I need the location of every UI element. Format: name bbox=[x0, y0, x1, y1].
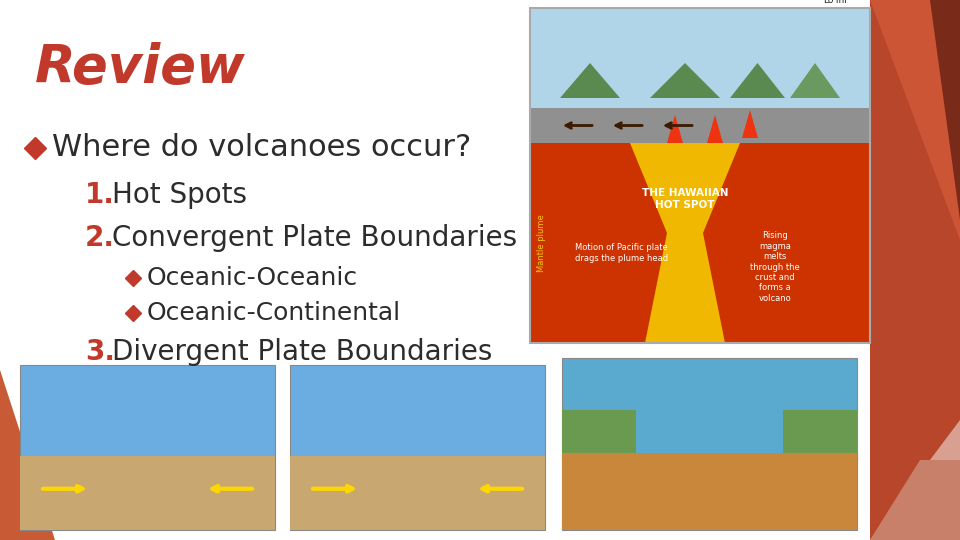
Text: Hot Spots: Hot Spots bbox=[112, 181, 247, 209]
FancyBboxPatch shape bbox=[530, 108, 870, 143]
Polygon shape bbox=[870, 460, 960, 540]
Polygon shape bbox=[742, 110, 758, 138]
Polygon shape bbox=[870, 0, 960, 540]
Polygon shape bbox=[560, 63, 620, 98]
FancyBboxPatch shape bbox=[530, 8, 870, 108]
FancyBboxPatch shape bbox=[562, 358, 857, 530]
Polygon shape bbox=[0, 370, 55, 540]
Text: Lo'ihi: Lo'ihi bbox=[823, 0, 847, 5]
FancyBboxPatch shape bbox=[530, 8, 870, 343]
Text: 1.: 1. bbox=[85, 181, 115, 209]
Text: Oceanic-Continental: Oceanic-Continental bbox=[147, 301, 401, 325]
Polygon shape bbox=[870, 420, 960, 540]
Polygon shape bbox=[630, 143, 740, 343]
Text: Divergent Plate Boundaries: Divergent Plate Boundaries bbox=[112, 338, 492, 366]
Polygon shape bbox=[707, 115, 723, 143]
FancyBboxPatch shape bbox=[20, 365, 275, 530]
Text: Mantle plume: Mantle plume bbox=[538, 214, 546, 272]
Polygon shape bbox=[667, 115, 683, 143]
Text: 2.: 2. bbox=[85, 224, 115, 252]
FancyBboxPatch shape bbox=[783, 410, 857, 478]
Polygon shape bbox=[730, 63, 785, 98]
Polygon shape bbox=[790, 63, 840, 98]
Text: Oceanic-Oceanic: Oceanic-Oceanic bbox=[147, 266, 358, 290]
FancyBboxPatch shape bbox=[530, 143, 870, 343]
Polygon shape bbox=[870, 0, 960, 240]
FancyBboxPatch shape bbox=[562, 453, 857, 530]
FancyBboxPatch shape bbox=[290, 365, 545, 530]
Text: Motion of Pacific plate
drags the plume head: Motion of Pacific plate drags the plume … bbox=[575, 244, 668, 262]
FancyBboxPatch shape bbox=[562, 410, 636, 478]
Text: 3.: 3. bbox=[85, 338, 115, 366]
Polygon shape bbox=[650, 63, 720, 98]
Text: Convergent Plate Boundaries: Convergent Plate Boundaries bbox=[112, 224, 517, 252]
Text: THE HAWAIIAN
HOT SPOT: THE HAWAIIAN HOT SPOT bbox=[641, 188, 729, 210]
FancyBboxPatch shape bbox=[20, 456, 275, 530]
Text: Rising
magma
melts
through the
crust and
forms a
volcano: Rising magma melts through the crust and… bbox=[750, 231, 800, 303]
FancyBboxPatch shape bbox=[290, 456, 545, 530]
Polygon shape bbox=[900, 0, 960, 220]
Text: Where do volcanoes occur?: Where do volcanoes occur? bbox=[52, 133, 471, 163]
Text: Review: Review bbox=[35, 42, 246, 94]
